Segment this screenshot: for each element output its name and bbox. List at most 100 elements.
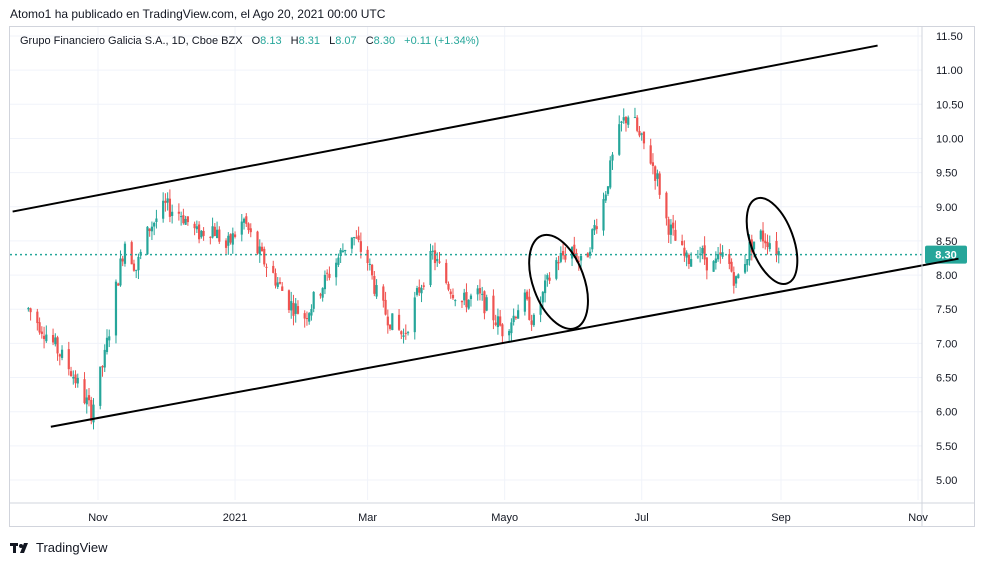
candle (263, 246, 266, 267)
y-tick-label: 6.50 (936, 373, 957, 385)
candle (265, 263, 268, 278)
drawings[interactable] (12, 44, 959, 428)
candle (51, 328, 55, 346)
candle (375, 279, 378, 299)
candle (777, 247, 780, 264)
x-tick-label: Sep (771, 512, 791, 524)
candle (296, 300, 300, 315)
y-tick-label: 8.00 (936, 270, 957, 282)
candle (543, 274, 547, 303)
candle (69, 366, 73, 377)
candle (72, 370, 75, 385)
last-price-line: 8.30 (10, 245, 967, 264)
candle (481, 286, 484, 301)
ellipse-mayo[interactable] (518, 227, 600, 337)
open-value: 8.13 (260, 35, 282, 47)
publish-attribution: Atomo1 ha publicado en TradingView.com, … (10, 7, 386, 21)
candle (685, 250, 688, 267)
candle (108, 329, 111, 348)
candle (121, 255, 124, 267)
candle (492, 289, 495, 330)
candle (168, 189, 171, 223)
candle (193, 221, 196, 236)
candle (83, 372, 86, 405)
candle (705, 257, 708, 280)
candle (117, 282, 120, 286)
candle (447, 281, 450, 292)
candle (211, 217, 214, 239)
candle (404, 324, 407, 340)
candle (58, 353, 61, 366)
candle (135, 269, 138, 279)
candle (123, 241, 127, 267)
candle (99, 366, 102, 410)
price-axis[interactable]: 5.00 5.50 6.00 6.50 7.00 7.50 8.00 8.50 9.00 9.50… (9, 26, 975, 527)
y-tick-label: 9.00 (936, 202, 957, 214)
candle (290, 291, 293, 319)
x-tick-label: Mar (358, 512, 377, 524)
candle (76, 373, 79, 388)
candle (366, 246, 369, 271)
candle (388, 324, 392, 331)
candle (164, 193, 167, 212)
candle (638, 126, 641, 138)
candle (548, 272, 551, 285)
candle (339, 247, 342, 264)
candle (465, 283, 468, 313)
candle (278, 277, 282, 285)
grid-lines (10, 27, 922, 500)
candle (532, 313, 535, 327)
candle (730, 258, 733, 273)
candle (101, 365, 104, 377)
candle (166, 192, 169, 211)
candle (561, 243, 565, 260)
candle (337, 253, 340, 268)
ellipse-agosto[interactable] (737, 191, 808, 290)
candle (734, 275, 738, 289)
candle (683, 240, 686, 262)
candle (703, 236, 706, 265)
x-tick-label: Jul (635, 512, 649, 524)
candle (658, 171, 661, 199)
candle (712, 260, 715, 272)
time-axis[interactable]: Nov 2021 Mar Mayo Jul Sep Nov (88, 512, 928, 524)
candle (119, 250, 122, 287)
candle (247, 222, 250, 234)
tradingview-brand[interactable]: TradingView (10, 540, 108, 555)
candle (501, 323, 504, 345)
tradingview-logo-icon (10, 542, 28, 553)
candle (681, 234, 684, 246)
upper-channel-line[interactable] (12, 44, 878, 213)
y-tick-label: 11.00 (936, 65, 963, 77)
candle (449, 288, 452, 299)
y-tick-label: 7.00 (936, 338, 957, 350)
candle (180, 211, 183, 226)
candle (499, 309, 502, 327)
y-tick-label: 5.00 (936, 475, 957, 487)
candle (517, 304, 520, 319)
candle (182, 208, 185, 225)
candle (595, 218, 598, 234)
candle (642, 131, 646, 150)
candle (326, 269, 329, 281)
candle (146, 226, 149, 255)
lower-channel-line[interactable] (50, 257, 959, 428)
candle (74, 370, 77, 388)
candle (67, 341, 70, 376)
candle (609, 156, 612, 190)
candle (746, 259, 749, 272)
candle (672, 214, 675, 236)
candle (463, 288, 466, 306)
candle (370, 263, 374, 280)
candle (357, 226, 360, 243)
high-value: 8.31 (298, 35, 321, 47)
candle (36, 308, 39, 331)
candle (514, 315, 517, 320)
candle (429, 243, 432, 288)
candle (27, 306, 30, 312)
candle (245, 213, 248, 228)
candle (431, 245, 434, 260)
high-key: H (290, 35, 299, 47)
candle (478, 279, 482, 301)
